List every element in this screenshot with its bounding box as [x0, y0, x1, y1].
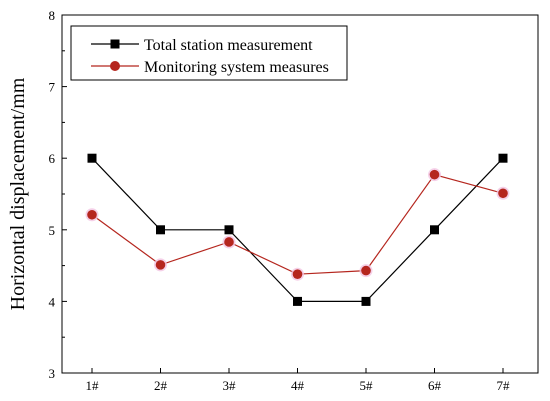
- legend: Total station measurement Monitoring sys…: [70, 25, 348, 81]
- x-tick-label: 2#: [154, 378, 168, 393]
- data-point-monitoring-system: [87, 209, 97, 220]
- x-tick-label: 1#: [86, 378, 100, 393]
- legend-label-monitoring-system: Monitoring system measures: [144, 59, 329, 76]
- data-point-total-station: [498, 153, 508, 163]
- data-point-monitoring-system: [429, 169, 440, 180]
- x-tick-label: 7#: [497, 378, 511, 393]
- legend-marker-circle: [110, 61, 120, 71]
- y-tick-label: 5: [49, 223, 56, 238]
- legend-label-total-station: Total station measurement: [144, 37, 313, 54]
- legend-marker-square: [110, 39, 120, 49]
- data-point-total-station: [361, 296, 371, 306]
- data-point-total-station: [87, 153, 97, 163]
- x-tick-label: 4#: [291, 378, 305, 393]
- data-point-monitoring-system: [292, 269, 303, 279]
- series-line-monitoring-system: [91, 173, 504, 275]
- x-tick-label: 5#: [360, 378, 374, 393]
- x-tick-label: 6#: [428, 378, 442, 393]
- series-layer: [85, 153, 510, 306]
- y-tick-label: 4: [49, 294, 56, 309]
- x-axis: 1# 2# 3# 4# 5# 6# 7#: [86, 368, 511, 393]
- data-point-total-station: [156, 225, 165, 235]
- data-point-monitoring-system: [155, 260, 166, 270]
- y-axis: 3 4 5 6 7 8: [49, 8, 67, 381]
- y-tick-label: 3: [49, 366, 56, 381]
- y-tick-label: 7: [49, 80, 56, 95]
- y-tick-label: 8: [49, 8, 56, 23]
- y-tick-label: 6: [49, 151, 56, 166]
- data-point-monitoring-system: [224, 237, 234, 247]
- data-point-total-station: [430, 225, 439, 235]
- data-point-total-station: [224, 225, 234, 235]
- x-tick-label: 3#: [223, 378, 237, 393]
- data-point-monitoring-system: [498, 188, 508, 199]
- legend-box: [70, 25, 348, 81]
- data-point-monitoring-system: [361, 265, 371, 276]
- y-axis-title: Horizontal displacement/mm: [7, 77, 29, 310]
- data-point-total-station: [293, 296, 302, 306]
